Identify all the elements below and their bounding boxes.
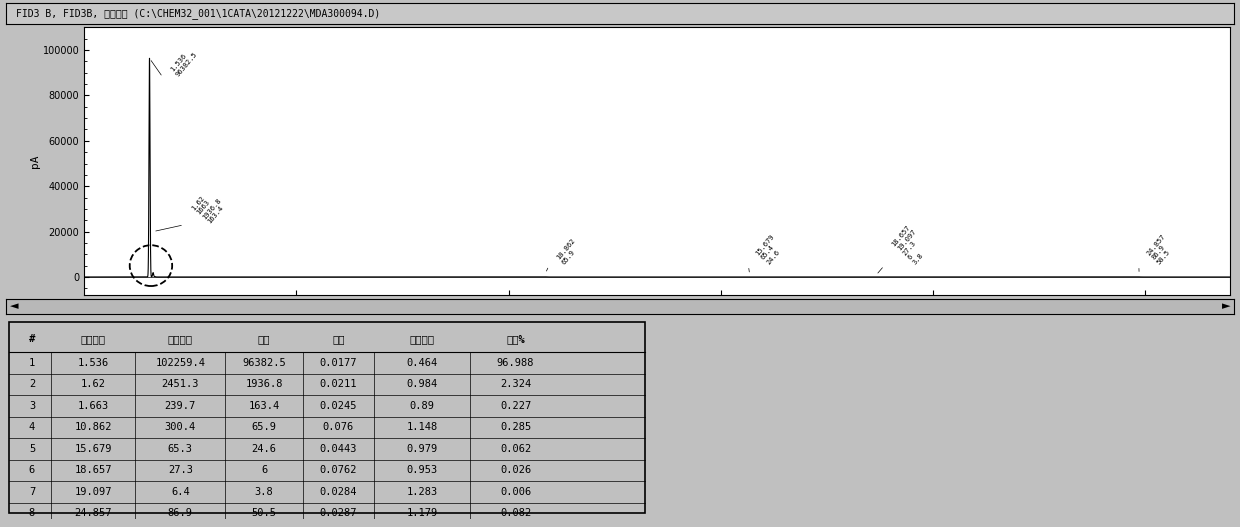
Text: 6: 6 xyxy=(260,465,268,475)
Text: 102259.4: 102259.4 xyxy=(155,358,206,368)
Text: 0.082: 0.082 xyxy=(500,509,531,519)
Text: 1: 1 xyxy=(29,358,35,368)
Text: 15.679
65.4
24.6: 15.679 65.4 24.6 xyxy=(755,233,786,266)
Text: 15.679: 15.679 xyxy=(74,444,112,454)
Text: 7: 7 xyxy=(29,487,35,497)
Text: 面积: 面积 xyxy=(258,334,270,344)
Text: 0.0762: 0.0762 xyxy=(320,465,357,475)
Text: 10.862
65.9: 10.862 65.9 xyxy=(556,238,582,266)
Y-axis label: pA: pA xyxy=(30,154,40,168)
Text: 保留时间: 保留时间 xyxy=(81,334,105,344)
Text: 0.0284: 0.0284 xyxy=(320,487,357,497)
Text: 2: 2 xyxy=(29,379,35,389)
Text: 2.324: 2.324 xyxy=(500,379,531,389)
Text: 0.006: 0.006 xyxy=(500,487,531,497)
Text: 6.4: 6.4 xyxy=(171,487,190,497)
Text: 24.857: 24.857 xyxy=(74,509,112,519)
Text: 面积%: 面积% xyxy=(506,334,525,344)
Text: FID3 B, FID3B, 谱图编号 (C:\CHEM32_001\1CATA\20121222\MDA300094.D): FID3 B, FID3B, 谱图编号 (C:\CHEM32_001\1CATA… xyxy=(16,8,381,18)
Text: 163.4: 163.4 xyxy=(248,401,280,411)
Text: 1.663: 1.663 xyxy=(78,401,109,411)
Text: 对称因子: 对称因子 xyxy=(409,334,434,344)
Text: 1.536
96382.5: 1.536 96382.5 xyxy=(169,46,198,77)
Text: 4: 4 xyxy=(29,422,35,432)
Text: 1.62
1663
1936.8
163.4: 1.62 1663 1936.8 163.4 xyxy=(191,188,227,225)
Text: 5: 5 xyxy=(29,444,35,454)
Text: 10.862: 10.862 xyxy=(74,422,112,432)
Text: 1.283: 1.283 xyxy=(407,487,438,497)
Text: 0.0177: 0.0177 xyxy=(320,358,357,368)
Text: 96382.5: 96382.5 xyxy=(242,358,286,368)
Text: 18.657: 18.657 xyxy=(74,465,112,475)
Text: 65.9: 65.9 xyxy=(252,422,277,432)
Text: 65.3: 65.3 xyxy=(167,444,192,454)
Text: 0.0443: 0.0443 xyxy=(320,444,357,454)
Text: 面积高度: 面积高度 xyxy=(167,334,192,344)
Text: 239.7: 239.7 xyxy=(165,401,196,411)
Text: ◄: ◄ xyxy=(10,301,19,311)
Text: 24.857
86.9
50.5: 24.857 86.9 50.5 xyxy=(1146,233,1177,266)
Text: 0.285: 0.285 xyxy=(500,422,531,432)
Text: 3: 3 xyxy=(29,401,35,411)
Text: 0.984: 0.984 xyxy=(407,379,438,389)
Text: 1936.8: 1936.8 xyxy=(246,379,283,389)
Text: 0.0287: 0.0287 xyxy=(320,509,357,519)
Text: 0.464: 0.464 xyxy=(407,358,438,368)
Text: ►: ► xyxy=(1221,301,1230,311)
Text: 3.8: 3.8 xyxy=(254,487,274,497)
Text: 24.6: 24.6 xyxy=(252,444,277,454)
Text: 2451.3: 2451.3 xyxy=(161,379,200,389)
Text: 0.953: 0.953 xyxy=(407,465,438,475)
Text: 8: 8 xyxy=(29,509,35,519)
Text: 1.536: 1.536 xyxy=(78,358,109,368)
Text: #: # xyxy=(29,334,35,344)
Text: 18.657
19.097
27.3
6
3.8: 18.657 19.097 27.3 6 3.8 xyxy=(890,224,932,266)
Text: 96.988: 96.988 xyxy=(497,358,534,368)
Text: 0.026: 0.026 xyxy=(500,465,531,475)
Text: 1.179: 1.179 xyxy=(407,509,438,519)
Text: 0.89: 0.89 xyxy=(409,401,434,411)
Text: 0.076: 0.076 xyxy=(322,422,353,432)
Text: 0.062: 0.062 xyxy=(500,444,531,454)
Text: 1.148: 1.148 xyxy=(407,422,438,432)
Text: 浓度: 浓度 xyxy=(332,334,345,344)
Text: 0.0211: 0.0211 xyxy=(320,379,357,389)
Text: 1.62: 1.62 xyxy=(81,379,105,389)
Text: 27.3: 27.3 xyxy=(167,465,192,475)
Text: 0.979: 0.979 xyxy=(407,444,438,454)
Text: 0.227: 0.227 xyxy=(500,401,531,411)
Text: 50.5: 50.5 xyxy=(252,509,277,519)
Text: 6: 6 xyxy=(29,465,35,475)
Text: 0.0245: 0.0245 xyxy=(320,401,357,411)
Text: 19.097: 19.097 xyxy=(74,487,112,497)
Text: 86.9: 86.9 xyxy=(167,509,192,519)
Text: 300.4: 300.4 xyxy=(165,422,196,432)
